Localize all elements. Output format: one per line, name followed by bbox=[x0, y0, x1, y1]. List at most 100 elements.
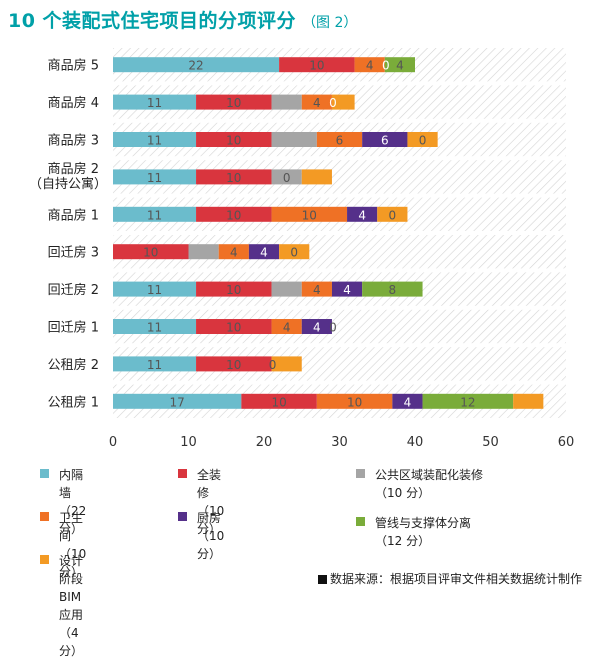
x-tick-label: 10 bbox=[180, 435, 197, 450]
category-label: 商品房 2 （自持公寓） bbox=[29, 161, 107, 192]
data-label: 11 bbox=[147, 134, 162, 148]
bar-segment-bathroom bbox=[316, 132, 363, 147]
data-label: 4 bbox=[260, 246, 268, 260]
bar-segment-bim bbox=[407, 132, 438, 147]
legend-swatch-bathroom bbox=[40, 512, 49, 521]
data-label: 10 bbox=[226, 208, 241, 222]
bar-segment-public-area bbox=[271, 169, 302, 185]
bar-segment-bathroom bbox=[271, 206, 348, 222]
category-label: 回迁房 1 bbox=[48, 320, 99, 336]
bar-segment-decoration bbox=[196, 356, 272, 372]
legend-swatch-pipeline bbox=[356, 517, 365, 526]
bar-segment-decoration bbox=[241, 393, 317, 409]
bar-segment-inner-wall bbox=[113, 281, 197, 297]
data-label: 22 bbox=[188, 59, 203, 73]
legend-swatch-inner-wall bbox=[40, 469, 49, 478]
bar-segment-bathroom bbox=[271, 319, 302, 334]
data-label: 0 bbox=[382, 59, 390, 73]
data-label: 0 bbox=[269, 358, 277, 372]
bar-segment-inner-wall bbox=[113, 319, 197, 334]
data-label: 10 bbox=[271, 395, 286, 409]
bar-segment-kitchen bbox=[392, 393, 423, 409]
square-bullet-icon bbox=[317, 575, 327, 584]
data-label: 4 bbox=[343, 283, 351, 297]
legend-item-bathroom: 卫生间（10 分） bbox=[40, 509, 86, 581]
bar-segment-kitchen bbox=[248, 244, 280, 260]
bar-segment-bim bbox=[513, 393, 544, 409]
legend-swatch-kitchen bbox=[178, 512, 187, 521]
bar-segment-decoration bbox=[196, 132, 272, 147]
bar-segment-kitchen bbox=[301, 319, 332, 334]
data-label: 11 bbox=[147, 208, 162, 222]
bar-segment-public-area bbox=[271, 281, 302, 297]
data-label: 4 bbox=[313, 283, 321, 297]
bar-segment-inner-wall bbox=[113, 94, 197, 110]
bar-segment-public-area bbox=[271, 94, 302, 110]
data-label: 4 bbox=[313, 321, 321, 335]
bar-segment-decoration bbox=[196, 206, 272, 222]
data-label: 0 bbox=[329, 96, 337, 110]
bar-segment-decoration bbox=[113, 244, 189, 260]
legend-item-pipeline: 管线与支撑体分离（12 分） bbox=[356, 514, 486, 550]
data-label: 10 bbox=[226, 283, 241, 297]
legend-label: 全装修（10 分） bbox=[197, 468, 225, 536]
bar-segment-bim bbox=[271, 356, 302, 372]
data-label: 10 bbox=[226, 134, 241, 148]
bar-segment-public-area bbox=[188, 244, 219, 260]
bar-segment-kitchen bbox=[362, 132, 408, 147]
bar-segment-bathroom bbox=[301, 94, 332, 110]
x-tick-label: 40 bbox=[407, 435, 424, 450]
data-label: 11 bbox=[147, 96, 162, 110]
data-label: 11 bbox=[147, 321, 162, 335]
chart-subtitle: （图 2） bbox=[302, 15, 358, 31]
legend-label: 卫生间（10 分） bbox=[59, 511, 87, 579]
category-label: 商品房 1 bbox=[48, 207, 99, 223]
bar-segment-decoration bbox=[196, 281, 272, 297]
bar-segment-inner-wall bbox=[113, 169, 197, 185]
category-label: 回迁房 3 bbox=[48, 245, 99, 261]
legend-label: 公共区域装配化装修（10 分） bbox=[375, 468, 484, 500]
legend-item-public-area: 公共区域装配化装修（10 分） bbox=[356, 466, 486, 502]
legend-item-kitchen: 厨房（10 分） bbox=[178, 509, 224, 563]
bar-segment-public-area bbox=[271, 132, 317, 147]
data-label: 10 bbox=[143, 246, 158, 260]
data-label: 6 bbox=[381, 134, 389, 148]
legend-swatch-bim bbox=[40, 555, 49, 564]
bar-segment-bim bbox=[279, 244, 310, 260]
data-label: 0 bbox=[419, 134, 427, 148]
data-label: 10 bbox=[347, 395, 362, 409]
bar-segment-bathroom bbox=[354, 57, 385, 73]
data-label: 4 bbox=[404, 395, 412, 409]
legend-swatch-decoration bbox=[178, 469, 187, 478]
bar-segment-decoration bbox=[279, 57, 355, 73]
data-label: 10 bbox=[302, 208, 317, 222]
bar-segment-decoration bbox=[196, 94, 272, 110]
data-label: 4 bbox=[230, 246, 238, 260]
bar-segment-bathroom bbox=[316, 393, 393, 409]
data-label: 0 bbox=[290, 246, 298, 260]
category-label: 商品房 3 bbox=[48, 133, 99, 149]
bar-segment-pipeline bbox=[362, 281, 423, 297]
x-tick-label: 20 bbox=[256, 435, 273, 450]
x-tick-label: 50 bbox=[482, 435, 499, 450]
data-label: 6 bbox=[336, 134, 344, 148]
bar-segment-bathroom bbox=[218, 244, 249, 260]
category-label: 商品房 4 bbox=[48, 95, 99, 111]
x-tick-label: 0 bbox=[109, 435, 117, 450]
legend-label: 内隔墙（22 分） bbox=[59, 468, 87, 536]
data-label: 11 bbox=[147, 283, 162, 297]
bar-segment-bim bbox=[301, 169, 332, 185]
bar-segment-kitchen bbox=[331, 281, 363, 297]
bar-segment-bim bbox=[331, 94, 355, 110]
data-label: 4 bbox=[396, 59, 404, 73]
data-label: 11 bbox=[147, 171, 162, 185]
data-label: 10 bbox=[309, 59, 324, 73]
data-label: 11 bbox=[147, 358, 162, 372]
bar-segment-inner-wall bbox=[113, 132, 197, 147]
legend-label: 设计阶段 BIM 应用（4 分） bbox=[59, 554, 84, 658]
bar-segment-pipeline bbox=[384, 57, 415, 73]
bar-segment-inner-wall bbox=[113, 206, 197, 222]
bar-segment-pipeline bbox=[422, 393, 514, 409]
data-label: 0 bbox=[283, 171, 291, 185]
